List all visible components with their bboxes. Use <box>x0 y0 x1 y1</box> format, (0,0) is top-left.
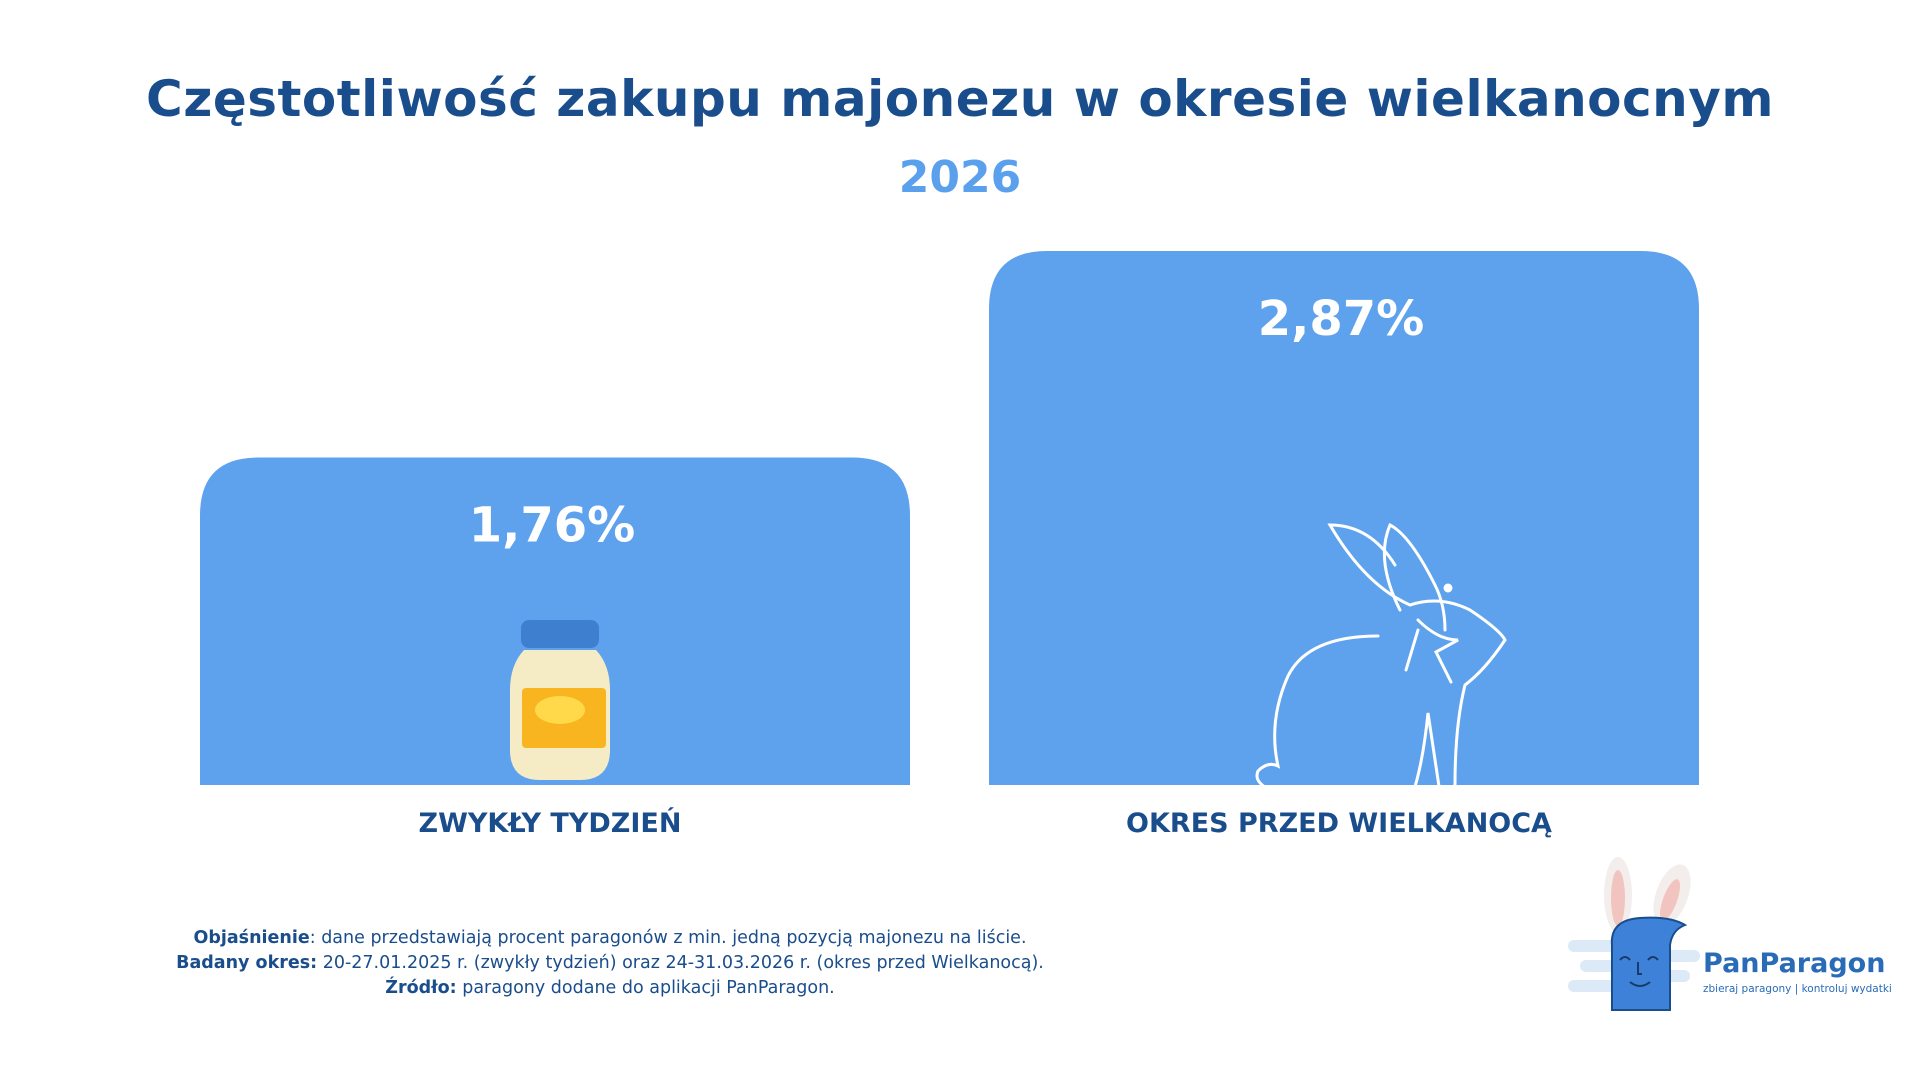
footnote-source: Źródło: paragony dodane do aplikacji Pan… <box>100 976 1120 1001</box>
period-text: 20-27.01.2025 r. (zwykły tydzień) oraz 2… <box>317 953 1044 973</box>
chart-title: Częstotliwość zakupu majonezu w okresie … <box>146 70 1774 128</box>
bunny-icon <box>1255 522 1507 797</box>
explanation-label: Objaśnienie <box>193 928 310 948</box>
mayonnaise-jar-icon <box>510 620 610 780</box>
category-label: OKRES PRZED WIELKANOCĄ <box>1126 808 1552 839</box>
data-label: 1,76% <box>469 498 636 554</box>
bar <box>989 251 1699 785</box>
footnote-explanation: Objaśnienie: dane przedstawiają procent … <box>100 926 1120 951</box>
period-label: Badany okres: <box>176 953 318 973</box>
data-label: 2,87% <box>1258 291 1425 347</box>
explanation-text: : dane przedstawiają procent paragonów z… <box>309 928 1027 948</box>
source-text: paragony dodane do aplikacji PanParagon. <box>456 978 835 998</box>
source-label: Źródło: <box>385 978 457 998</box>
panparagon-mascot-logo <box>1568 857 1700 1011</box>
category-label: ZWYKŁY TYDZIEŃ <box>419 807 682 839</box>
chart-subtitle: 2026 <box>898 152 1022 203</box>
brand-name: PanParagon <box>1703 948 1886 979</box>
brand-tagline: zbieraj paragony | kontroluj wydatki <box>1703 983 1892 995</box>
footnote-period: Badany okres: 20-27.01.2025 r. (zwykły t… <box>100 951 1120 976</box>
